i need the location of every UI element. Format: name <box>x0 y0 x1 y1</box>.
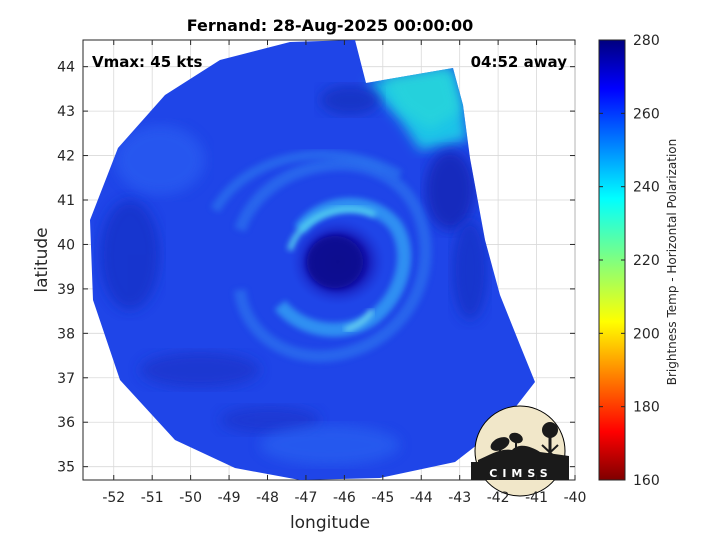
colorbar-tick-label: 220 <box>633 253 660 269</box>
y-tick-label: 40 <box>57 237 75 253</box>
colorbar-tick-label: 280 <box>633 33 660 49</box>
y-axis-label: latitude <box>32 227 52 292</box>
x-tick-label: -40 <box>564 490 587 506</box>
brightness-temp-heatmap <box>90 40 535 480</box>
y-tick-label: 43 <box>57 104 75 120</box>
x-tick-label: -45 <box>371 490 394 506</box>
colorbar-tick-label: 160 <box>633 473 660 489</box>
y-tick-label: 39 <box>57 282 75 298</box>
y-tick-label: 38 <box>57 326 75 342</box>
y-tick-label: 42 <box>57 149 75 165</box>
x-tick-label: -46 <box>333 490 356 506</box>
colorbar-tick-label: 200 <box>633 326 660 342</box>
x-axis: -52 -51 -50 -49 -48 -47 -46 -45 -44 -43 -42 -41 -40 <box>102 40 586 506</box>
x-tick-label: -51 <box>141 490 164 506</box>
y-tick-label: 35 <box>57 460 75 476</box>
x-tick-label: -50 <box>179 490 202 506</box>
x-tick-label: -44 <box>410 490 433 506</box>
y-tick-label: 41 <box>57 193 75 209</box>
x-tick-label: -52 <box>102 490 125 506</box>
colorbar-tick-label: 260 <box>633 106 660 122</box>
x-tick-label: -47 <box>295 490 318 506</box>
cimss-logo-text: CIMSS <box>489 467 552 480</box>
x-tick-label: -48 <box>256 490 279 506</box>
colorbar-tick-label: 240 <box>633 180 660 196</box>
y-tick-label: 36 <box>57 415 75 431</box>
y-tick-label: 37 <box>57 371 75 387</box>
x-tick-label: -41 <box>525 490 548 506</box>
colorbar-label: Brightness Temp - Horizontal Polarizatio… <box>665 139 679 386</box>
time-away-label: 04:52 away <box>471 53 568 71</box>
vmax-label: Vmax: 45 kts <box>92 53 202 71</box>
cimss-logo: CIMSS <box>471 405 569 497</box>
x-tick-label: -49 <box>218 490 241 506</box>
x-tick-label: -42 <box>487 490 510 506</box>
x-tick-label: -43 <box>448 490 471 506</box>
x-axis-label: longitude <box>290 513 370 533</box>
colorbar-ticks: 280 260 240 220 200 180 160 <box>599 33 660 489</box>
y-tick-label: 44 <box>57 60 75 76</box>
y-axis: 35 36 37 38 39 40 41 42 43 44 <box>57 60 575 476</box>
colorbar-tick-label: 180 <box>633 400 660 416</box>
chart-title: Fernand: 28-Aug-2025 00:00:00 <box>187 16 474 35</box>
